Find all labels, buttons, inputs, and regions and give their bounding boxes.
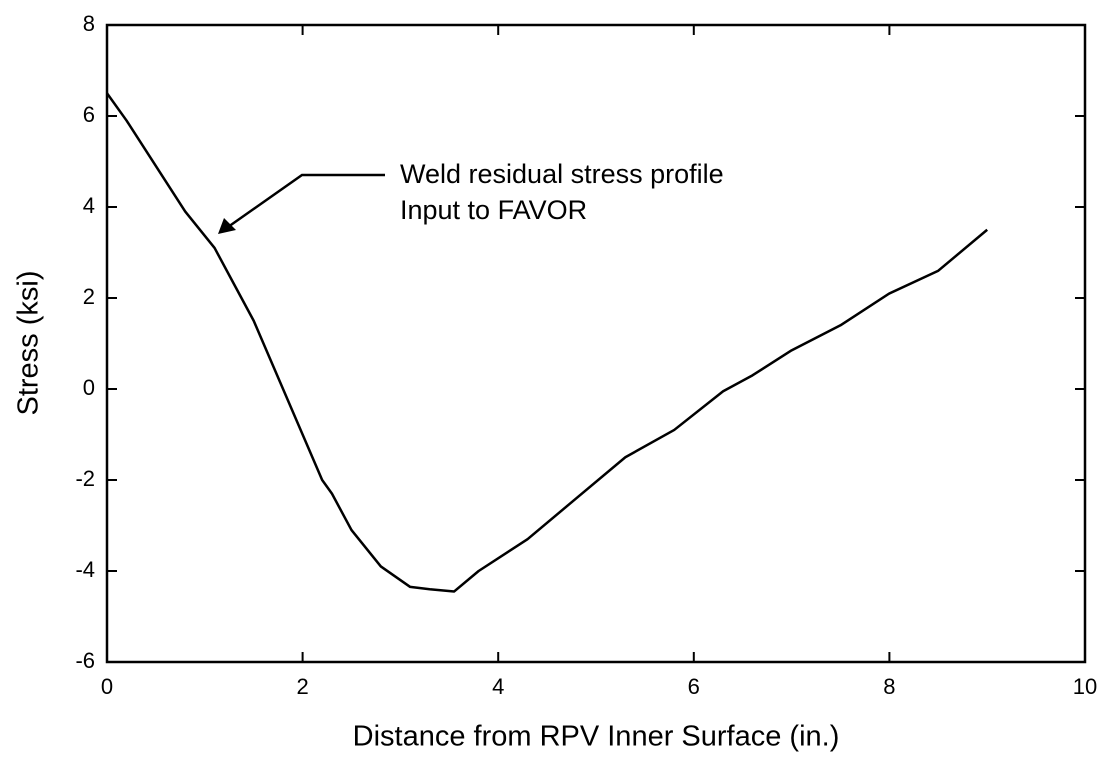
x-tick-label: 2 [296,674,308,699]
x-tick-label: 8 [883,674,895,699]
y-tick-label: 2 [83,284,95,309]
x-tick-label: 6 [688,674,700,699]
y-tick-label: 0 [83,375,95,400]
y-tick-label: -4 [75,557,95,582]
x-tick-label: 10 [1073,674,1097,699]
y-tick-label: 6 [83,102,95,127]
plot-frame [105,23,1087,664]
y-tick-label: -6 [75,648,95,673]
y-axis-label: Stress (ksi) [13,271,45,416]
x-axis-label: Distance from RPV Inner Surface (in.) [353,721,840,753]
arrow-head [218,218,236,234]
annotation: Input to FAVOR [400,195,587,225]
x-tick-label: 0 [101,674,113,699]
line [105,92,989,593]
annotation-arrow [227,173,385,229]
annotation: Weld residual stress profile [400,159,724,189]
y-tick-label: 8 [83,11,95,36]
x-tick-label: 4 [492,674,504,699]
y-tick-label: 4 [83,193,95,218]
y-tick-label: -2 [75,466,95,491]
